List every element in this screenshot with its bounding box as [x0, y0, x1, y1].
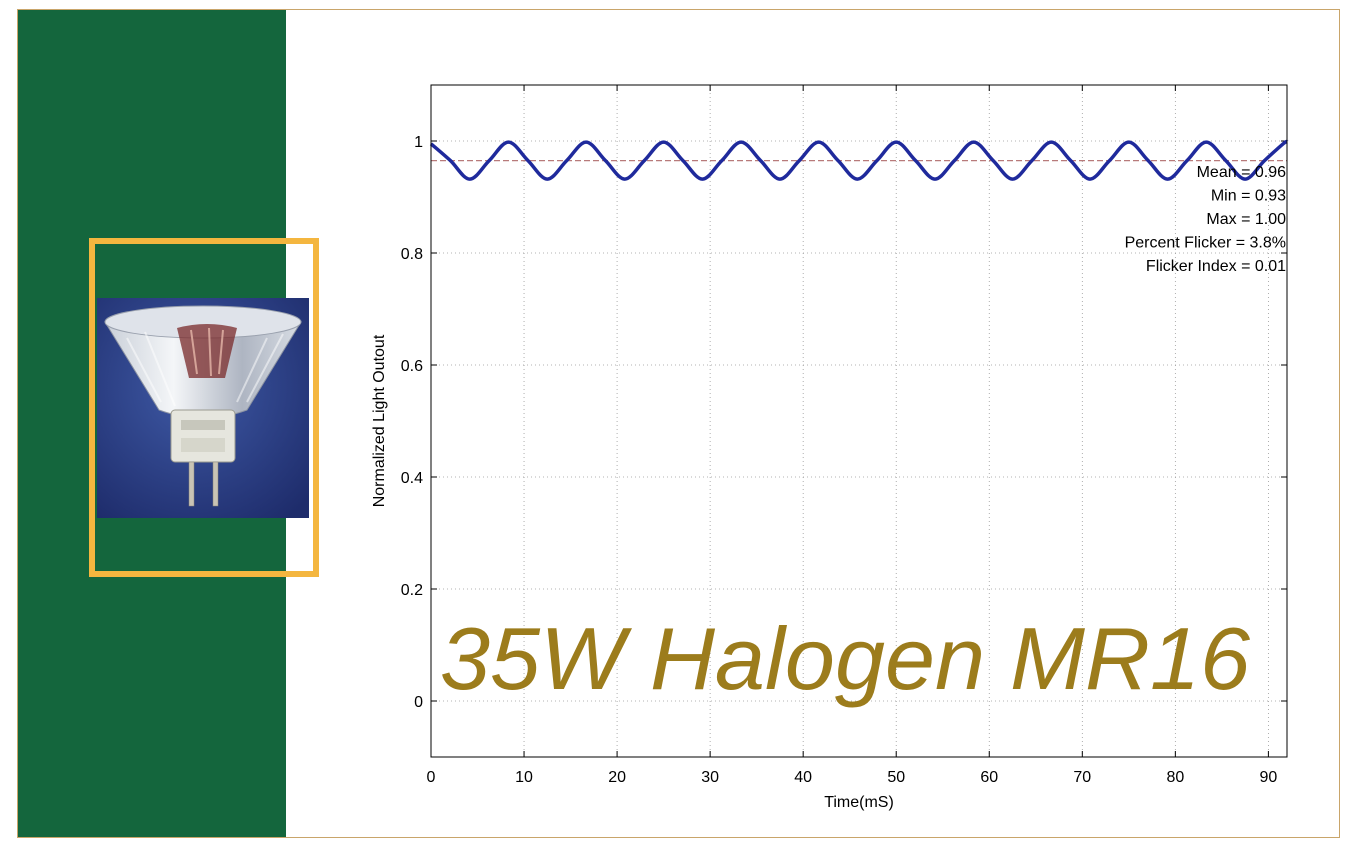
x-axis-label: Time(mS) — [824, 794, 894, 811]
stats-annotation: Mean = 0.96 — [1197, 164, 1287, 181]
x-tick-label: 20 — [608, 769, 626, 786]
x-tick-label: 30 — [701, 769, 719, 786]
halogen-mr16-bulb-photo — [97, 298, 309, 518]
y-tick-labels: 0 0.2 0.4 0.6 0.8 1 — [401, 134, 423, 711]
stats-annotation: Percent Flicker = 3.8% — [1125, 235, 1286, 252]
stats-annotations: Mean = 0.96 Min = 0.93 Max = 1.00 Percent F… — [1125, 164, 1287, 275]
y-tick-label: 0.4 — [401, 470, 423, 487]
y-tick-label: 0.6 — [401, 358, 423, 375]
x-tick-label: 60 — [980, 769, 998, 786]
x-tick-label: 0 — [427, 769, 436, 786]
axis-ticks — [430, 85, 1287, 757]
stats-annotation: Max = 1.00 — [1206, 211, 1286, 228]
y-gridlines — [431, 140, 1287, 702]
x-tick-label: 90 — [1259, 769, 1277, 786]
x-tick-label: 10 — [515, 769, 533, 786]
plot-area-border — [430, 84, 1288, 758]
stats-annotation: Min = 0.93 — [1211, 188, 1286, 205]
chart-title-overlay: 35W Halogen MR16 — [440, 609, 1250, 708]
stats-annotation: Flicker Index = 0.01 — [1146, 258, 1286, 275]
y-tick-label: 0.8 — [401, 246, 423, 263]
x-tick-labels: 0 10 20 30 40 50 60 70 80 90 — [427, 769, 1278, 786]
y-tick-label: 0.2 — [401, 582, 423, 599]
x-gridlines — [523, 85, 1269, 757]
y-axis-label: Normalized Light Outout — [371, 334, 388, 507]
series-line — [429, 139, 1289, 181]
photo-frame — [89, 238, 319, 577]
y-tick-label: 0 — [414, 694, 423, 711]
x-tick-label: 70 — [1073, 769, 1091, 786]
x-tick-label: 50 — [887, 769, 905, 786]
x-tick-label: 80 — [1166, 769, 1184, 786]
x-tick-label: 40 — [794, 769, 812, 786]
y-tick-label: 1 — [414, 134, 423, 151]
